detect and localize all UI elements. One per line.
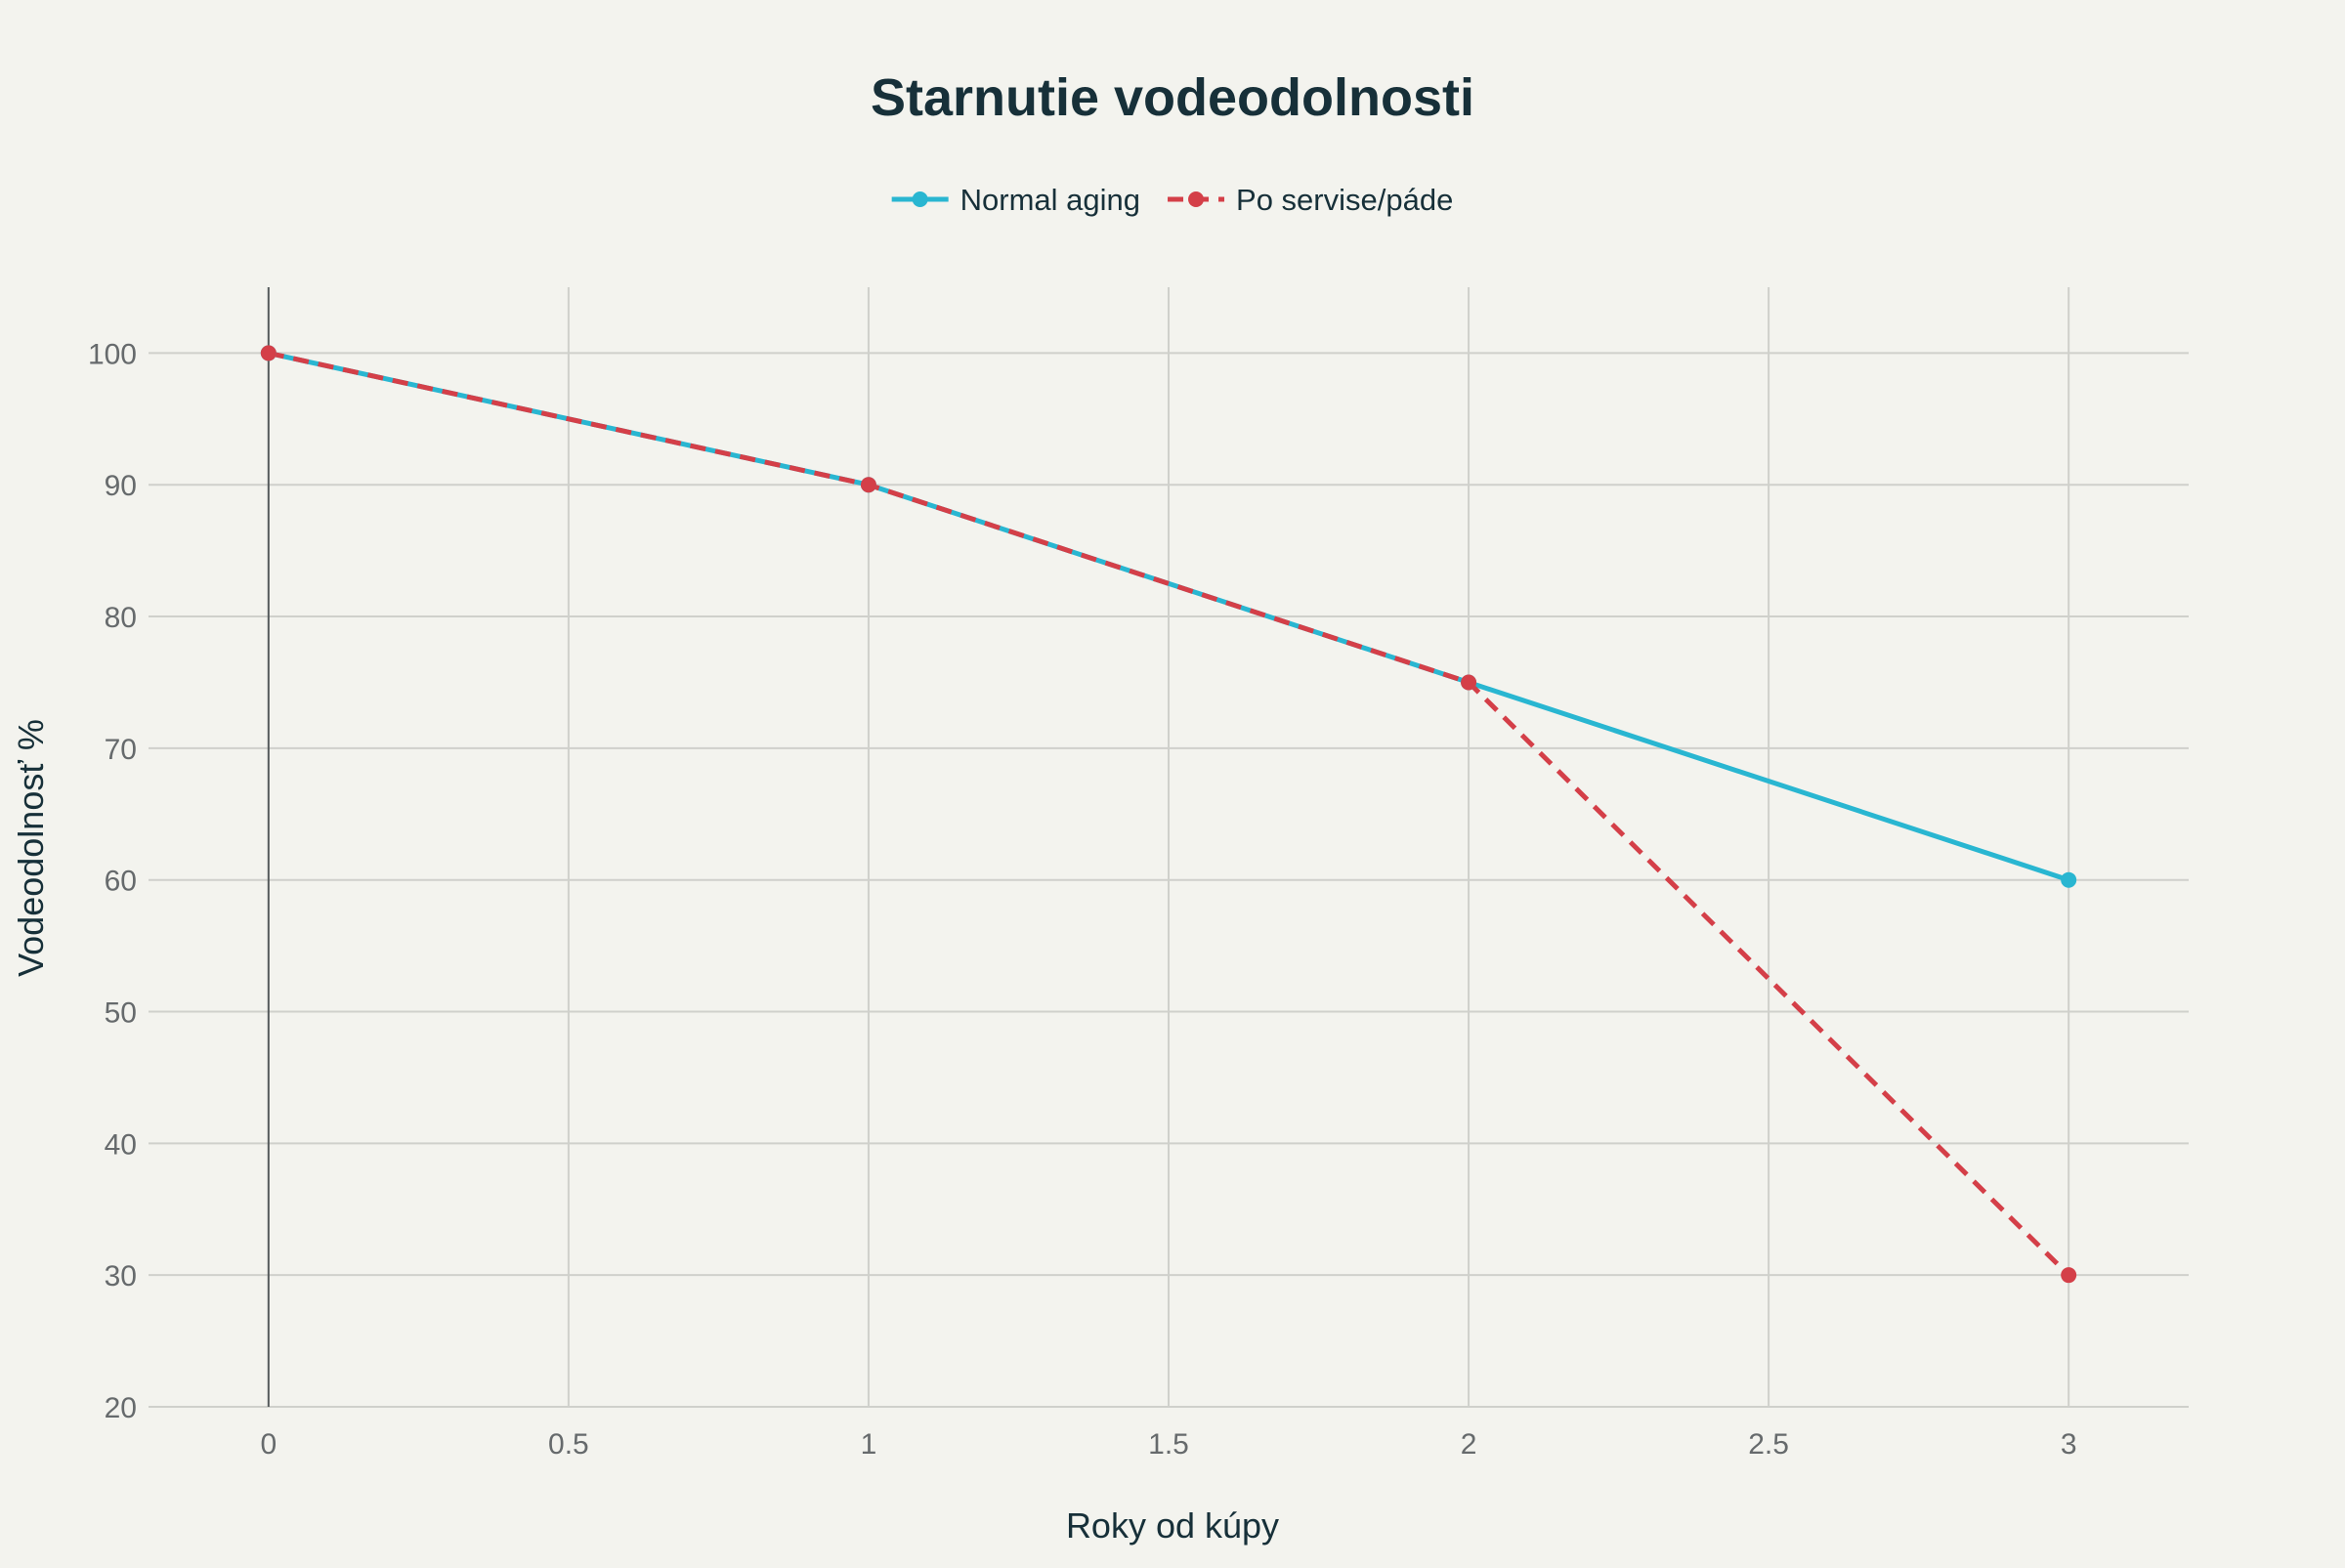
y-tick-label: 100: [88, 338, 137, 370]
tick-labels: 0 0.5 1 1.5 2 2.5 3 20 30 40 50 60 70 80 90 100: [88, 338, 2077, 1461]
y-tick-label: 30: [105, 1260, 137, 1293]
series-2-point: [1461, 674, 1477, 691]
x-tick-label: 1.5: [1148, 1428, 1189, 1461]
legend-item-1: Normal aging: [891, 183, 1140, 217]
x-tick-label: 0.5: [548, 1428, 589, 1461]
y-tick-label: 80: [105, 602, 137, 634]
x-tick-label: 1: [861, 1428, 877, 1461]
y-axis-label: Vodeodolnosť %: [11, 719, 51, 977]
x-tick-label: 2: [1461, 1428, 1477, 1461]
y-tick-label: 20: [105, 1392, 137, 1424]
y-tick-label: 70: [105, 734, 137, 766]
series-lines: [268, 350, 2070, 1277]
legend-item-2: Po servise/páde: [1168, 183, 1453, 217]
y-tick-label: 40: [105, 1128, 137, 1161]
y-tick-label: 50: [105, 997, 137, 1030]
legend-label: Normal aging: [960, 183, 1140, 217]
grid: [149, 287, 2189, 1408]
series-2-point: [860, 477, 876, 493]
chart-title: Starnutie vodeodolnosti: [871, 68, 1474, 127]
legend: Normal aging Po servise/páde: [891, 183, 1453, 217]
series-1-point: [2061, 871, 2077, 888]
x-tick-label: 2.5: [1748, 1428, 1789, 1461]
y-tick-label: 60: [105, 866, 137, 898]
series-2-point: [260, 345, 277, 361]
legend-label: Po servise/páde: [1236, 183, 1453, 217]
x-tick-label: 0: [260, 1428, 277, 1461]
y-tick-label: 90: [105, 470, 137, 502]
series-line-2: [268, 350, 2070, 1277]
legend-swatch-marker: [912, 191, 928, 207]
x-axis-label: Roky od kúpy: [1066, 1505, 1279, 1546]
series-points: [260, 345, 2077, 1284]
x-tick-label: 3: [2061, 1428, 2077, 1461]
series-2-point: [2061, 1267, 2077, 1284]
legend-swatch-marker: [1188, 191, 1205, 207]
